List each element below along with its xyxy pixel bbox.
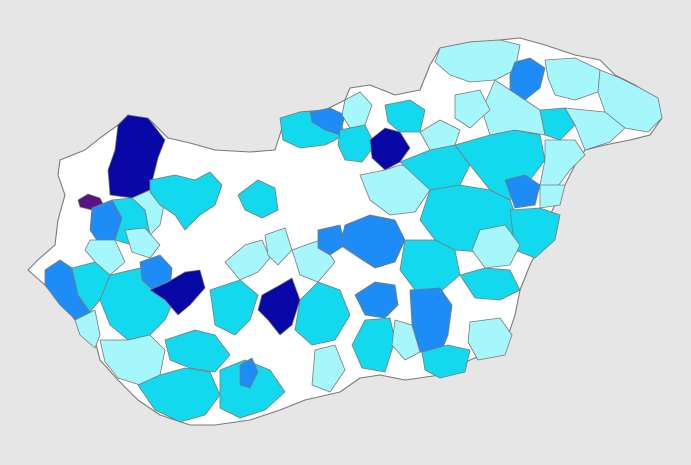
district-region	[539, 184, 566, 209]
district-region	[539, 107, 576, 141]
district-region	[354, 281, 399, 319]
district-region	[504, 174, 541, 209]
district-region	[419, 119, 461, 151]
district-region	[459, 267, 521, 301]
district-region	[149, 171, 223, 231]
district-region	[539, 139, 586, 191]
district-region	[564, 107, 626, 151]
district-region	[369, 127, 411, 171]
district-region	[239, 357, 259, 389]
district-region	[454, 89, 491, 129]
district-region	[149, 269, 206, 316]
district-region	[317, 224, 346, 256]
district-region	[391, 319, 421, 361]
district-region	[311, 344, 346, 393]
district-region	[421, 344, 471, 379]
district-region	[294, 281, 351, 346]
district-region	[209, 279, 259, 336]
district-region	[471, 224, 521, 269]
district-region	[434, 39, 521, 83]
district-region	[264, 227, 293, 266]
district-region	[337, 124, 376, 163]
district-region	[399, 239, 461, 293]
district-region	[237, 179, 279, 219]
district-region	[544, 57, 601, 101]
district-region	[339, 214, 406, 269]
district-region	[509, 57, 546, 101]
district-region	[164, 329, 231, 373]
district-region	[467, 317, 513, 361]
district-region	[351, 317, 396, 373]
district-region	[257, 277, 301, 336]
district-region	[597, 69, 663, 133]
district-region	[124, 227, 161, 259]
district-region	[74, 309, 101, 349]
